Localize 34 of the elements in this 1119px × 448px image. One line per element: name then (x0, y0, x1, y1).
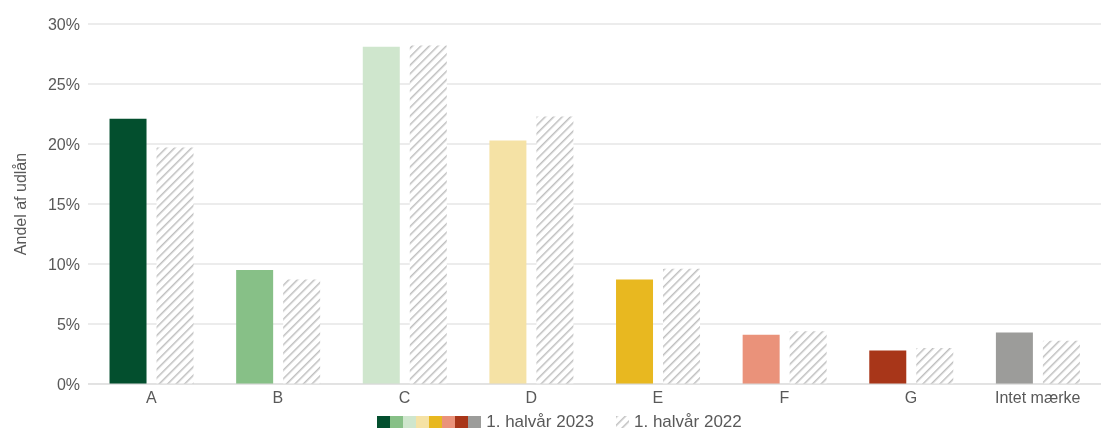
bar (869, 350, 907, 384)
bar (536, 116, 574, 384)
legend-label: 1. halvår 2022 (634, 412, 742, 432)
x-tick-label: F (779, 389, 790, 407)
bar (916, 348, 954, 384)
bar (742, 334, 780, 384)
bar (789, 331, 827, 384)
bar (995, 332, 1033, 384)
y-tick-label: 25% (47, 75, 80, 93)
y-tick-label: 0% (56, 375, 80, 393)
legend-label: 1. halvår 2023 (486, 412, 594, 432)
x-tick-label: B (272, 389, 284, 407)
bar (109, 118, 147, 384)
x-tick-label: Intet mærke (995, 389, 1081, 407)
y-tick-label: 20% (47, 135, 80, 153)
x-tick-label: D (525, 389, 537, 407)
y-axis-title: Andel af udlån (11, 152, 29, 256)
bar (283, 279, 321, 384)
y-tick-label: 15% (47, 195, 80, 213)
x-tick-label: C (398, 389, 411, 407)
bar (409, 45, 447, 384)
bar (663, 268, 701, 384)
x-tick-label: G (904, 389, 918, 407)
bar (1042, 340, 1080, 384)
bar (236, 270, 274, 384)
bar (362, 46, 400, 384)
bar (156, 147, 194, 384)
x-tick-label: A (145, 389, 157, 407)
bar (616, 279, 654, 384)
y-tick-label: 5% (56, 315, 80, 333)
y-tick-label: 10% (47, 255, 80, 273)
x-tick-label: E (652, 389, 664, 407)
y-tick-label: 30% (47, 15, 80, 33)
bar (489, 140, 527, 384)
